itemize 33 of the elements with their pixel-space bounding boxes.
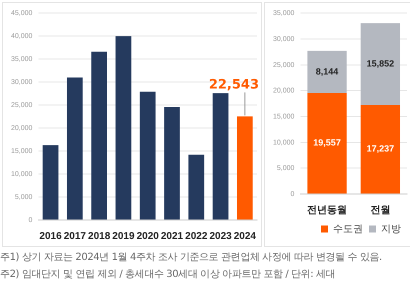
bar bbox=[116, 36, 132, 220]
bar bbox=[91, 52, 107, 220]
bar bbox=[188, 154, 204, 220]
x-tick-label: 2020 bbox=[136, 230, 160, 242]
bar bbox=[360, 104, 400, 194]
text: 주1) 상기 자료는 2024년 1월 4주차 조사 기준으로 관련업체 사정에 따라 변경될 수 있음. bbox=[0, 251, 383, 265]
bar bbox=[164, 106, 180, 220]
x-tick-label: 2023 bbox=[209, 230, 232, 242]
x-tick-label: 2019 bbox=[112, 230, 135, 242]
legend-label: 수도권 bbox=[333, 224, 363, 235]
bar bbox=[307, 92, 347, 194]
x-tick-label: 전년동월 bbox=[307, 204, 348, 216]
x-tick-label: 2018 bbox=[88, 230, 111, 242]
text: 주2) 임대단지 및 연립 제외 / 총세대수 30세대 이상 아파트만 포함 / 단위: 세대 bbox=[0, 268, 336, 282]
x-tick-label: 2024 bbox=[234, 230, 256, 242]
x-tick-label: 2017 bbox=[64, 230, 86, 242]
data-label: 19,557 bbox=[313, 138, 341, 148]
x-tick-label: 전월 bbox=[370, 204, 390, 216]
bar bbox=[236, 116, 253, 220]
bar bbox=[360, 23, 400, 105]
legend-label: 지방 bbox=[381, 224, 401, 235]
data-label: 15,852 bbox=[366, 58, 394, 68]
data-label: 17,237 bbox=[366, 144, 394, 154]
bar bbox=[212, 93, 228, 220]
x-tick-label: 2016 bbox=[39, 230, 62, 242]
bar bbox=[307, 50, 347, 93]
x-tick-label: 2021 bbox=[160, 230, 184, 242]
x-tick-label: 2022 bbox=[185, 230, 208, 242]
bar bbox=[140, 92, 156, 220]
bar bbox=[66, 78, 83, 220]
bar bbox=[42, 145, 58, 220]
data-label: 22,543 bbox=[208, 77, 259, 92]
data-label: 8,144 bbox=[316, 66, 338, 76]
